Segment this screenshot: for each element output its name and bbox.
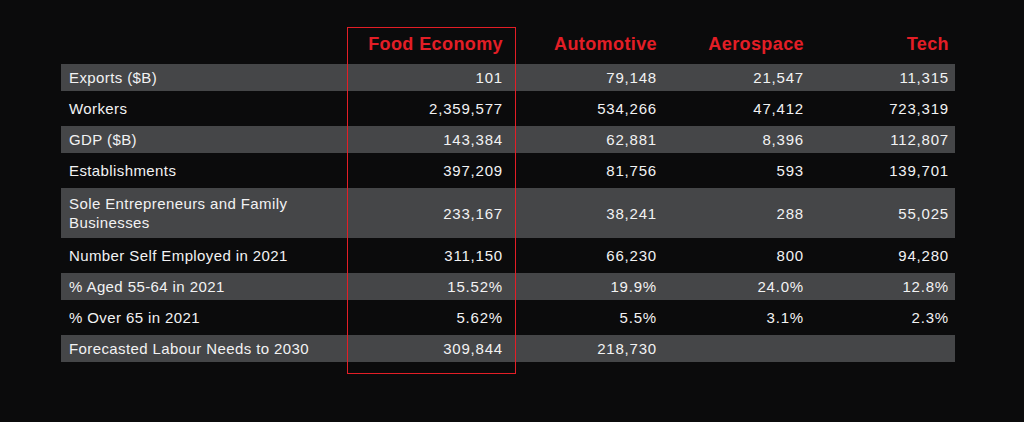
row-label: Number Self Employed in 2021: [61, 242, 347, 269]
table-row-forecasted-labour: Forecasted Labour Needs to 2030 309,844 …: [61, 335, 955, 362]
row-label: Workers: [61, 95, 347, 122]
cell-value: 3.1%: [663, 304, 810, 331]
row-label: GDP ($B): [61, 126, 347, 153]
table-row-establishments: Establishments 397,209 81,756 593 139,70…: [61, 157, 955, 184]
cell-value: 311,150: [347, 242, 514, 269]
cell-value: 12.8%: [810, 273, 955, 300]
header-spacer: [61, 32, 347, 60]
cell-value: 800: [663, 242, 810, 269]
row-label: Exports ($B): [61, 64, 347, 91]
cell-value: [663, 335, 810, 362]
cell-value: 723,319: [810, 95, 955, 122]
cell-value: 534,266: [514, 95, 663, 122]
table-row-exports: Exports ($B) 101 79,148 21,547 11,315: [61, 64, 955, 91]
cell-value: 5.62%: [347, 304, 514, 331]
cell-value: 112,807: [810, 126, 955, 153]
sector-comparison-table: Food Economy Automotive Aerospace Tech E…: [61, 28, 955, 366]
cell-value: 21,547: [663, 64, 810, 91]
cell-value: [810, 335, 955, 362]
table-row-self-employed: Number Self Employed in 2021 311,150 66,…: [61, 242, 955, 269]
header-row: Food Economy Automotive Aerospace Tech: [61, 32, 955, 60]
column-header-tech: Tech: [810, 32, 955, 60]
cell-value: 288: [663, 188, 810, 238]
cell-value: 38,241: [514, 188, 663, 238]
cell-value: 81,756: [514, 157, 663, 184]
column-header-aerospace: Aerospace: [663, 32, 810, 60]
row-label: Establishments: [61, 157, 347, 184]
table-row-gdp: GDP ($B) 143,384 62,881 8,396 112,807: [61, 126, 955, 153]
cell-value: 15.52%: [347, 273, 514, 300]
table-row-aged-55-64: % Aged 55-64 in 2021 15.52% 19.9% 24.0% …: [61, 273, 955, 300]
cell-value: 11,315: [810, 64, 955, 91]
table-row-over-65: % Over 65 in 2021 5.62% 5.5% 3.1% 2.3%: [61, 304, 955, 331]
cell-value: 309,844: [347, 335, 514, 362]
table-row-workers: Workers 2,359,577 534,266 47,412 723,319: [61, 95, 955, 122]
cell-value: 139,701: [810, 157, 955, 184]
cell-value: 233,167: [347, 188, 514, 238]
cell-value: 2.3%: [810, 304, 955, 331]
cell-value: 218,730: [514, 335, 663, 362]
row-label: Forecasted Labour Needs to 2030: [61, 335, 347, 362]
cell-value: 24.0%: [663, 273, 810, 300]
cell-value: 19.9%: [514, 273, 663, 300]
column-header-food-economy: Food Economy: [347, 32, 514, 60]
cell-value: 101: [347, 64, 514, 91]
cell-value: 79,148: [514, 64, 663, 91]
cell-value: 66,230: [514, 242, 663, 269]
infographic-canvas: Food Economy Automotive Aerospace Tech E…: [0, 0, 1024, 422]
cell-value: 5.5%: [514, 304, 663, 331]
column-header-automotive: Automotive: [514, 32, 663, 60]
cell-value: 55,025: [810, 188, 955, 238]
cell-value: 2,359,577: [347, 95, 514, 122]
cell-value: 94,280: [810, 242, 955, 269]
row-label: Sole Entrepreneurs and Family Businesses: [61, 188, 347, 238]
cell-value: 62,881: [514, 126, 663, 153]
table-row-sole-entrepreneurs: Sole Entrepreneurs and Family Businesses…: [61, 188, 955, 238]
cell-value: 593: [663, 157, 810, 184]
cell-value: 397,209: [347, 157, 514, 184]
cell-value: 47,412: [663, 95, 810, 122]
row-label: % Aged 55-64 in 2021: [61, 273, 347, 300]
row-label: % Over 65 in 2021: [61, 304, 347, 331]
cell-value: 143,384: [347, 126, 514, 153]
cell-value: 8,396: [663, 126, 810, 153]
